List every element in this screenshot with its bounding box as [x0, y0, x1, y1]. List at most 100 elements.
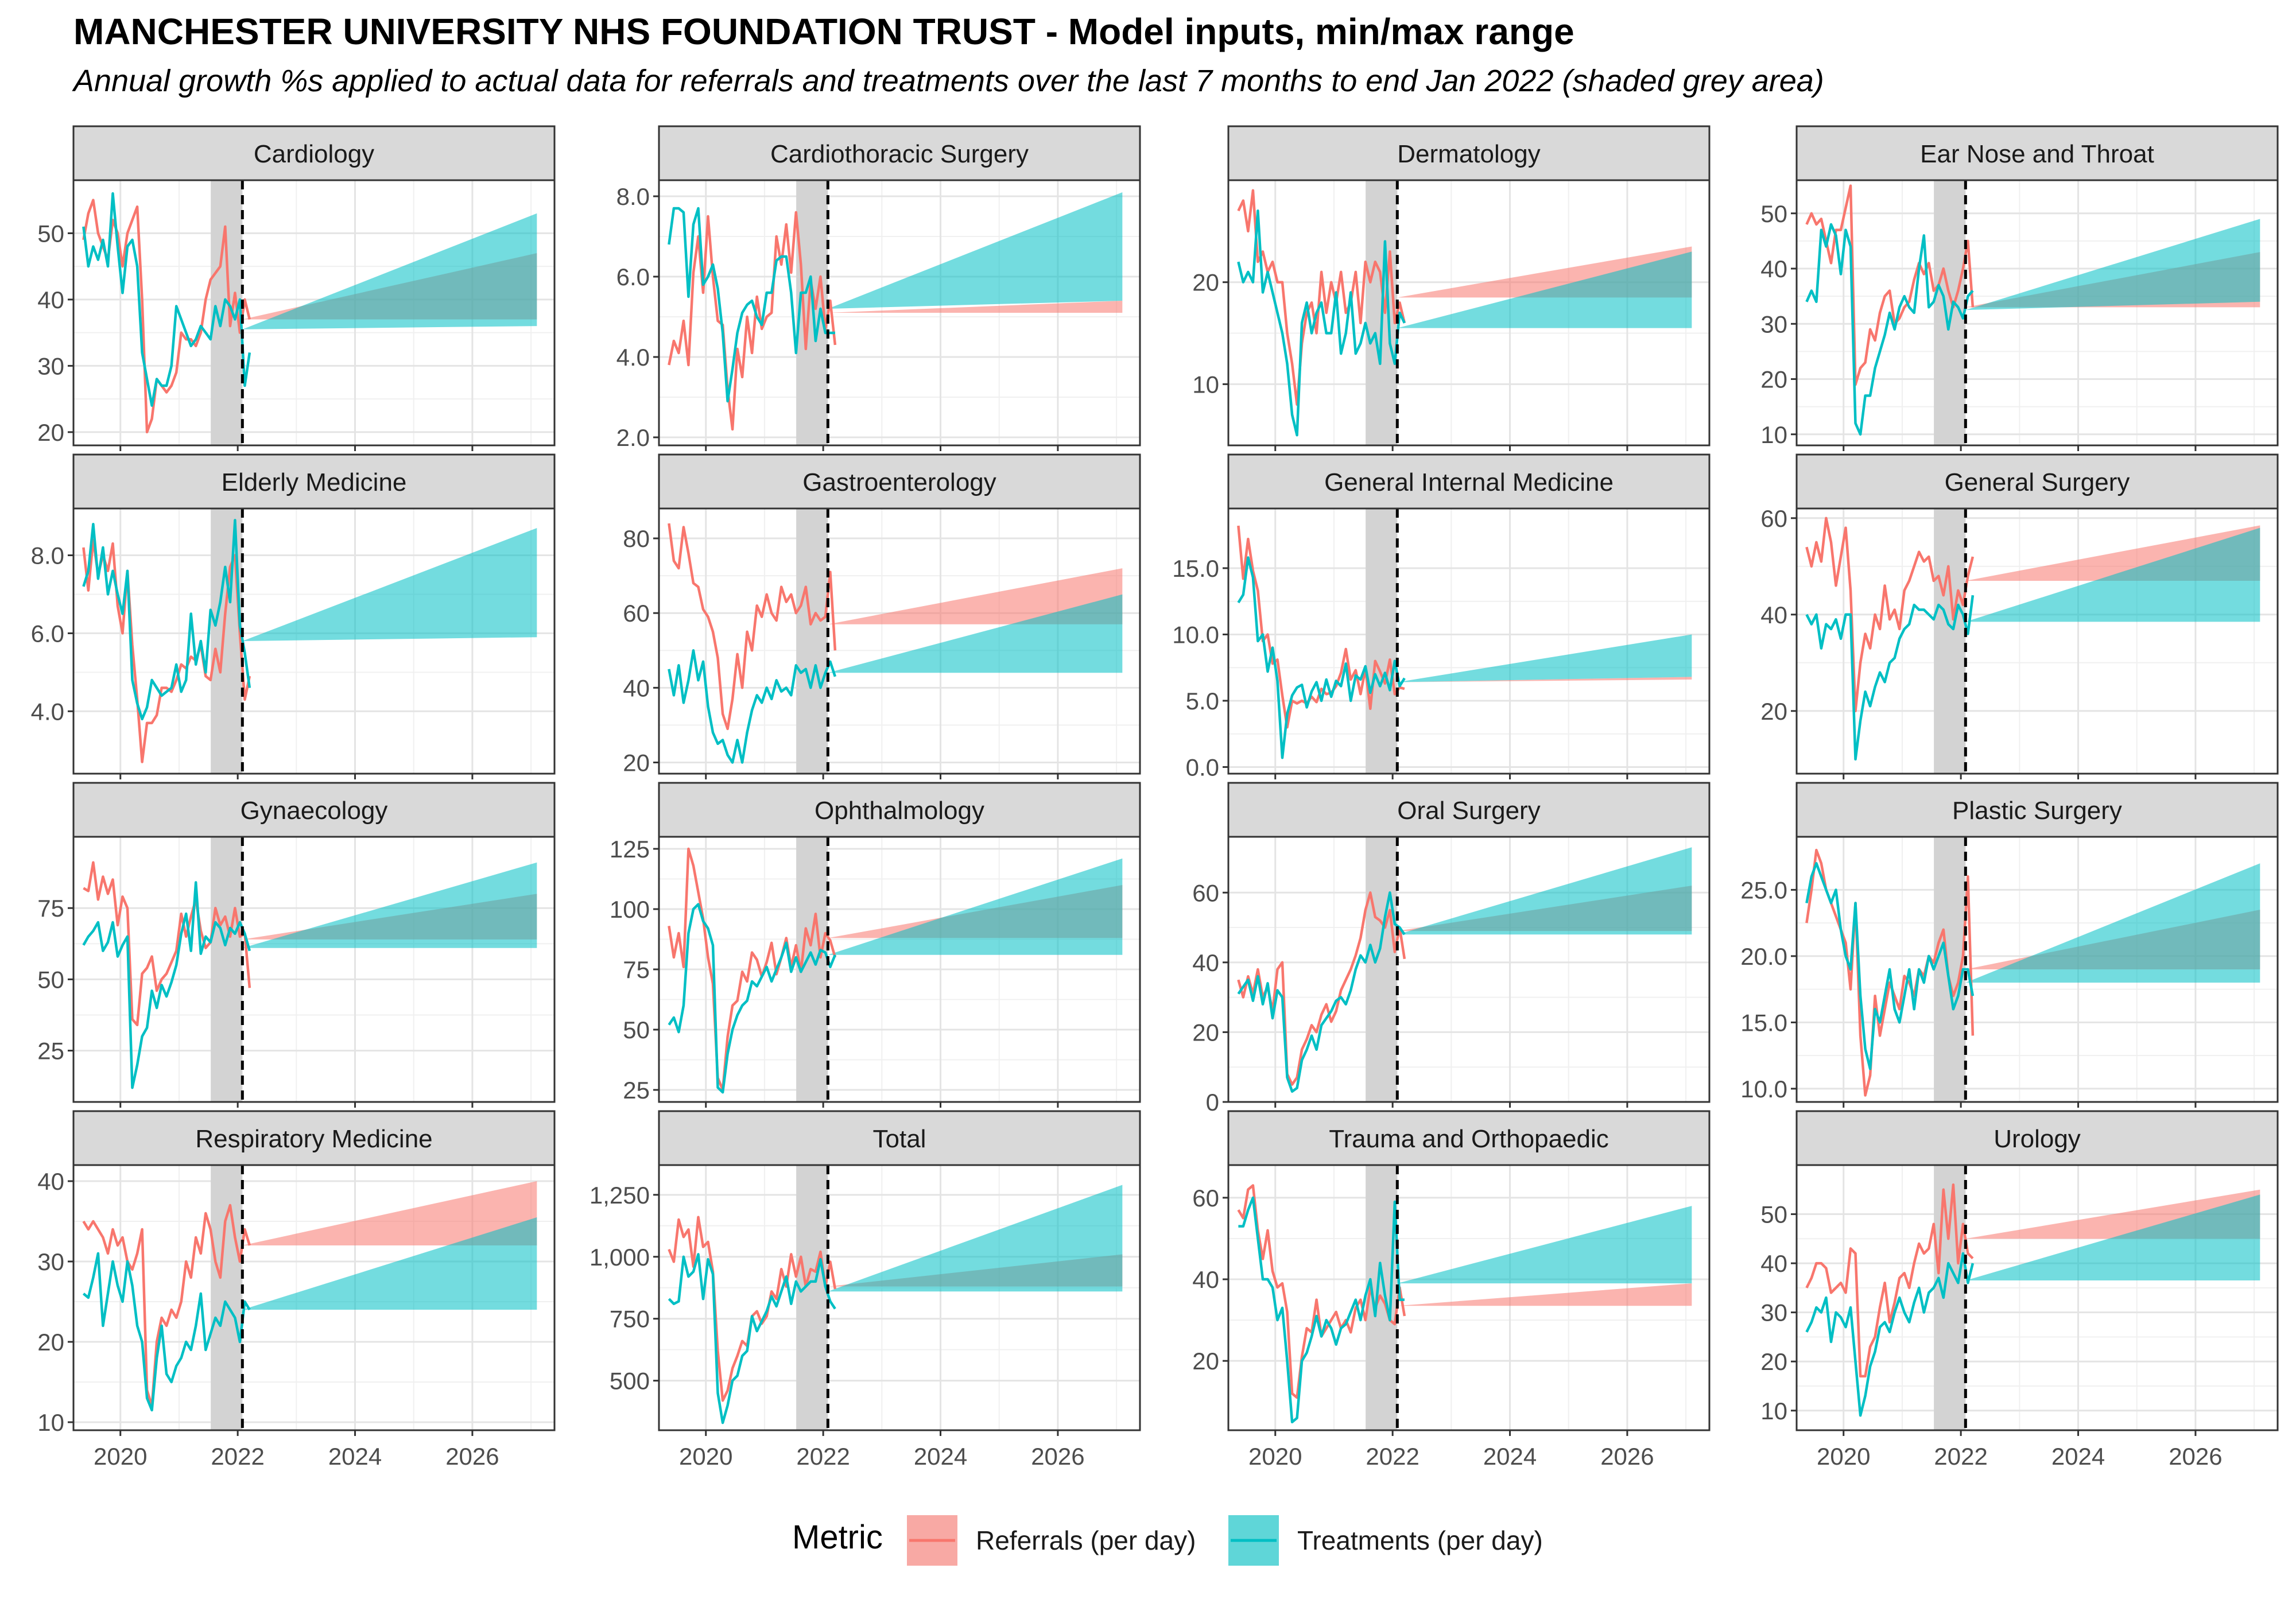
treatments-projection-band — [828, 858, 1123, 955]
plot-border — [1795, 507, 2279, 775]
y-tick-label: 4.0 — [616, 344, 650, 371]
treatments-projection-band — [242, 213, 537, 329]
y-tick-label: 5.0 — [1186, 688, 1219, 715]
treatments-line — [82, 192, 251, 407]
y-tick-label: 500 — [610, 1368, 650, 1395]
x-tick-label: 2024 — [328, 1443, 382, 1470]
legend-item-referrals: Referrals (per day) — [907, 1515, 1196, 1566]
y-tick-label: 10.0 — [1172, 621, 1219, 648]
y-tick-label: 25 — [623, 1077, 650, 1104]
y-tick-label: 125 — [610, 836, 650, 863]
y-tick-label: 25.0 — [1740, 876, 1787, 903]
y-tick-label: 0 — [1206, 1089, 1219, 1116]
treatments-line — [82, 1252, 251, 1412]
y-tick-label: 4.0 — [31, 698, 64, 725]
y-tick-label: 75 — [623, 956, 650, 983]
panel-gastroenterology: Gastroenterology 20 40 60 80 — [623, 453, 1141, 779]
treatments-projection-band — [1397, 634, 1692, 682]
panel-title: Cardiology — [254, 140, 374, 168]
treatments-projection-band — [242, 862, 537, 948]
y-tick-label: 40 — [1760, 601, 1787, 628]
panel-title: Dermatology — [1397, 140, 1540, 168]
shaded-window — [211, 1165, 243, 1430]
referrals-line — [1237, 525, 1405, 729]
legend-label-referrals: Referrals (per day) — [976, 1526, 1196, 1555]
y-tick-label: 10 — [1760, 421, 1787, 448]
treatments-line — [1805, 861, 1975, 1070]
referrals-line — [1805, 517, 1975, 713]
referrals-line — [1805, 184, 1975, 386]
treatments-line — [668, 649, 837, 764]
panel-strip — [658, 782, 1141, 838]
treatments-line — [668, 1253, 836, 1424]
y-tick-label: 20 — [1192, 1348, 1219, 1375]
treatments-line — [1237, 556, 1406, 759]
plot-border — [1795, 179, 2279, 447]
panel-cardiology: Cardiology 20 30 40 50 — [37, 125, 556, 451]
treatments-projection-band — [828, 594, 1123, 673]
referrals-line — [668, 847, 837, 1092]
plot-border — [72, 179, 556, 447]
y-tick-label: 6.0 — [31, 620, 64, 647]
y-tick-label: 750 — [610, 1306, 650, 1333]
panel-plastic-surgery: Plastic Surgery 10.0 15.0 20.0 25.0 — [1740, 782, 2279, 1108]
treatments-projection-band — [828, 1185, 1123, 1292]
panel-elderly-medicine: Elderly Medicine 4.0 6.0 8.0 — [31, 453, 556, 779]
treatments-projection-band — [828, 192, 1123, 309]
treatments-projection-band — [1965, 219, 2260, 310]
y-tick-label: 50 — [1760, 200, 1787, 227]
treatments-line — [1237, 209, 1406, 437]
plot-border — [72, 1164, 556, 1431]
y-tick-label: 60 — [1192, 879, 1219, 906]
legend-item-treatments: Treatments (per day) — [1228, 1515, 1543, 1566]
y-tick-label: 20 — [1192, 269, 1219, 296]
y-tick-label: 40 — [623, 674, 650, 701]
panel-strip — [72, 1110, 556, 1166]
panel-respiratory-medicine: Respiratory Medicine 10 20 30 40 2020 2022 2024… — [37, 1110, 556, 1470]
panel-trauma-and-orthopaedic: Trauma and Orthopaedic 20 40 60 2020 2022 2024… — [1192, 1110, 1711, 1470]
y-tick-label: 30 — [1760, 310, 1787, 337]
panel-title: Gastroenterology — [802, 468, 996, 496]
shaded-window — [1366, 509, 1398, 774]
plot-border — [72, 836, 556, 1103]
treatments-line — [1238, 1196, 1405, 1424]
panel-general-surgery: General Surgery 20 40 60 — [1760, 453, 2279, 779]
y-tick-label: 40 — [1192, 1266, 1219, 1293]
y-tick-label: 20 — [1192, 1019, 1219, 1046]
y-tick-label: 15.0 — [1740, 1009, 1787, 1036]
plot-area — [1797, 180, 2278, 445]
treatments-line — [1237, 891, 1406, 1093]
panel-dermatology: Dermatology 10 20 — [1192, 125, 1711, 451]
panel-ear-nose-and-throat: Ear Nose and Throat 10 20 30 40 50 — [1760, 125, 2279, 451]
y-tick-label: 25 — [37, 1038, 64, 1065]
panel-gynaecology: Gynaecology 25 50 75 — [37, 782, 556, 1108]
y-tick-label: 60 — [1760, 505, 1787, 532]
y-tick-label: 0.0 — [1186, 754, 1219, 781]
panel-cardiothoracic-surgery: Cardiothoracic Surgery 2.0 4.0 6.0 8.0 — [616, 125, 1141, 451]
x-tick-label: 2022 — [796, 1443, 850, 1470]
treatments-line — [668, 903, 836, 1094]
x-tick-label: 2020 — [94, 1443, 147, 1470]
panel-title: Ear Nose and Throat — [1920, 140, 2154, 168]
referrals-line — [82, 538, 251, 763]
legend-label-treatments: Treatments (per day) — [1297, 1526, 1543, 1555]
panel-total: Total 500 750 1,000 1,250 2020 2022 2024 2026 — [589, 1110, 1141, 1470]
referrals-line — [1805, 1183, 1974, 1378]
x-tick-label: 2026 — [1031, 1443, 1084, 1470]
panel-general-internal-medicine: General Internal Medicine 0.0 5.0 10.0 15.0 — [1172, 453, 1711, 781]
y-tick-label: 40 — [37, 1168, 64, 1195]
y-tick-label: 10 — [37, 1409, 64, 1436]
referrals-projection-band — [828, 568, 1123, 624]
treatments-line — [668, 207, 835, 403]
shaded-window — [1366, 837, 1398, 1102]
referrals-line — [668, 523, 837, 731]
y-tick-label: 40 — [37, 286, 64, 313]
referrals-projection-band — [1397, 1283, 1692, 1306]
shaded-window — [211, 509, 243, 774]
panel-strip — [1795, 125, 2279, 181]
plot-border — [658, 507, 1141, 775]
shaded-window — [1934, 1165, 1966, 1430]
treatments-projection-band — [242, 1217, 537, 1310]
panel-title: General Surgery — [1945, 468, 2130, 496]
panel-title: Oral Surgery — [1397, 797, 1540, 825]
